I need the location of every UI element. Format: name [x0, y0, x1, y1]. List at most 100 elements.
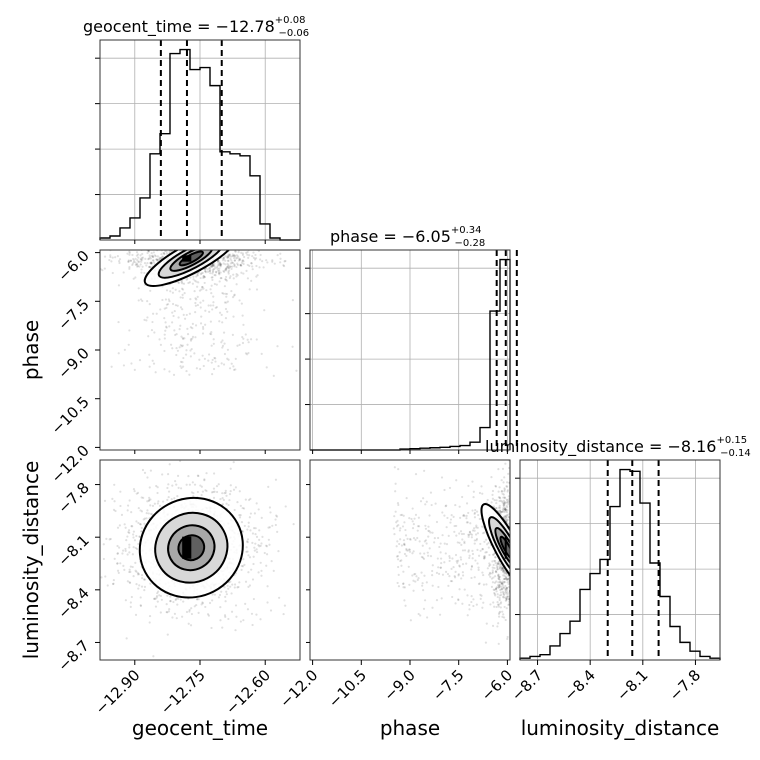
scatter-point — [166, 457, 168, 459]
scatter-point — [458, 565, 461, 568]
scatter-point — [495, 501, 498, 505]
scatter-point — [497, 490, 500, 493]
scatter-point — [411, 574, 414, 577]
scatter-point — [497, 603, 500, 606]
scatter-point — [496, 625, 499, 628]
scatter-point — [178, 346, 181, 349]
scatter-point — [124, 547, 127, 551]
scatter-point — [211, 245, 213, 247]
scatter-point — [254, 243, 256, 245]
scatter-point — [513, 512, 515, 514]
scatter-point — [225, 269, 228, 272]
scatter-point — [434, 502, 437, 505]
scatter-point — [160, 253, 163, 256]
scatter-point — [514, 572, 516, 574]
scatter-point — [164, 321, 167, 324]
scatter-point — [217, 272, 221, 275]
scatter-point — [512, 492, 514, 494]
scatter-point — [233, 265, 236, 268]
scatter-point — [201, 490, 205, 493]
scatter-point — [240, 261, 244, 265]
scatter-point — [167, 483, 170, 486]
scatter-point — [176, 495, 179, 498]
scatter-point — [129, 570, 132, 573]
scatter-point — [276, 254, 279, 257]
scatter-point — [254, 533, 257, 536]
scatter-point — [177, 316, 180, 319]
scatter-point — [498, 504, 501, 507]
scatter-point — [211, 308, 214, 311]
scatter-point — [190, 243, 192, 245]
scatter-point — [208, 243, 210, 245]
scatter-point — [129, 601, 132, 604]
scatter-point — [255, 613, 258, 616]
scatter-point — [253, 512, 256, 515]
scatter-point — [222, 363, 226, 366]
scatter-point — [129, 581, 132, 585]
scatter-point — [504, 518, 507, 521]
scatter-point — [130, 524, 133, 528]
scatter-point — [447, 584, 450, 587]
scatter-point — [511, 554, 513, 556]
scatter-point — [152, 256, 155, 259]
scatter-point — [501, 566, 505, 570]
scatter-point — [241, 314, 244, 317]
scatter-point — [506, 518, 509, 521]
scatter-point — [166, 594, 169, 597]
scatter-point — [126, 553, 129, 556]
scatter-point — [156, 258, 159, 261]
scatter-point — [507, 577, 510, 580]
scatter-point — [458, 588, 461, 591]
scatter-point — [510, 627, 512, 629]
scatter-point — [512, 595, 514, 597]
scatter-point — [261, 260, 264, 263]
scatter-point — [517, 521, 519, 523]
scatter-point — [514, 544, 516, 546]
scatter-point — [510, 567, 512, 569]
x-tick-label: −9.0 — [380, 666, 418, 704]
scatter-point — [498, 486, 501, 489]
scatter-point — [470, 600, 473, 604]
scatter-point — [491, 553, 495, 556]
scatter-point — [243, 563, 246, 566]
scatter-point — [229, 458, 231, 460]
scatter-point — [129, 259, 132, 262]
scatter-point — [196, 245, 198, 247]
scatter-point — [111, 582, 115, 586]
scatter-point — [506, 577, 509, 580]
scatter-point — [228, 253, 232, 256]
scatter-point — [238, 257, 241, 260]
scatter-point — [128, 266, 131, 269]
scatter-point — [503, 577, 506, 581]
scatter-point — [203, 357, 206, 360]
scatter-point — [510, 589, 512, 591]
scatter-point — [243, 524, 246, 528]
scatter-point — [503, 487, 506, 490]
scatter-point — [227, 503, 230, 507]
scatter-point — [156, 486, 159, 489]
scatter-point — [423, 574, 426, 577]
scatter-point — [505, 592, 508, 595]
scatter-point — [414, 580, 417, 583]
scatter-point — [145, 264, 148, 267]
scatter-point — [506, 490, 509, 493]
scatter-point — [516, 610, 518, 612]
scatter-point — [132, 277, 135, 280]
scatter-point — [196, 598, 199, 601]
scatter-point — [192, 233, 194, 235]
scatter-point — [194, 275, 198, 278]
scatter-point — [512, 473, 514, 475]
scatter-point — [483, 557, 486, 560]
scatter-point — [193, 279, 197, 282]
scatter-point — [502, 595, 505, 598]
scatter-point — [505, 515, 508, 518]
scatter-point — [149, 504, 152, 507]
scatter-point — [258, 266, 261, 269]
scatter-point — [225, 267, 228, 271]
scatter-point — [513, 584, 515, 586]
scatter-point — [260, 569, 263, 572]
scatter-point — [511, 593, 513, 595]
scatter-point — [226, 262, 229, 265]
scatter-point — [262, 266, 265, 269]
scatter-point — [504, 575, 508, 579]
